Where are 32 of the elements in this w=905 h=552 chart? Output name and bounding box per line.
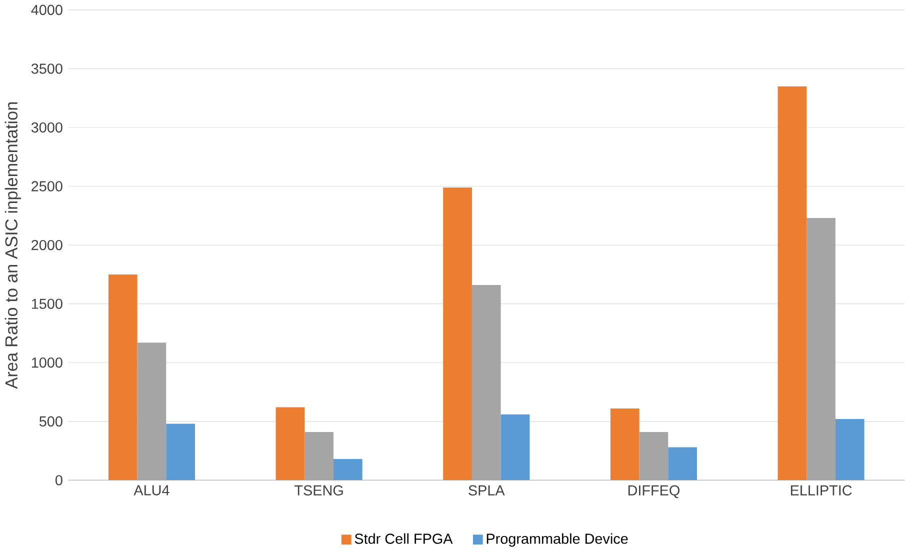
- bar: [610, 408, 640, 480]
- x-tick-label: ELLIPTIC: [790, 485, 852, 496]
- y-tick-label: 1000: [32, 358, 62, 368]
- y-tick-label: 3000: [31, 122, 62, 133]
- bar: [472, 285, 501, 480]
- x-tick-label: SPLA: [468, 485, 505, 496]
- x-tick-label: ALU4: [134, 485, 170, 496]
- x-tick-label: TSENG: [294, 485, 343, 496]
- y-axis-title: Area Ratio to an ASIC inplementation: [4, 102, 21, 390]
- bar: [778, 86, 807, 480]
- bar: [108, 274, 138, 480]
- y-tick-label: 500: [39, 416, 62, 427]
- y-tick-label: 2500: [32, 181, 62, 192]
- bar: [835, 419, 864, 480]
- bar: [137, 342, 166, 480]
- bar: [304, 432, 334, 480]
- y-tick-label: 2000: [32, 240, 62, 250]
- bar: [333, 459, 362, 480]
- bar: [806, 218, 836, 480]
- legend-label: Programmable Device: [486, 533, 628, 547]
- bar: [500, 414, 530, 480]
- x-tick-label: DIFFEQ: [628, 485, 680, 498]
- y-tick-label: 3500: [31, 64, 62, 74]
- y-tick-label: 0: [55, 475, 62, 486]
- bar: [639, 432, 668, 480]
- bar: [276, 407, 305, 480]
- bar: [166, 424, 195, 480]
- y-tick-label: 4000: [31, 4, 62, 16]
- bar: [443, 188, 472, 480]
- legend-label: Stdr Cell FPGA: [354, 533, 453, 544]
- y-tick-label: 1500: [32, 298, 62, 310]
- bar: [668, 447, 697, 480]
